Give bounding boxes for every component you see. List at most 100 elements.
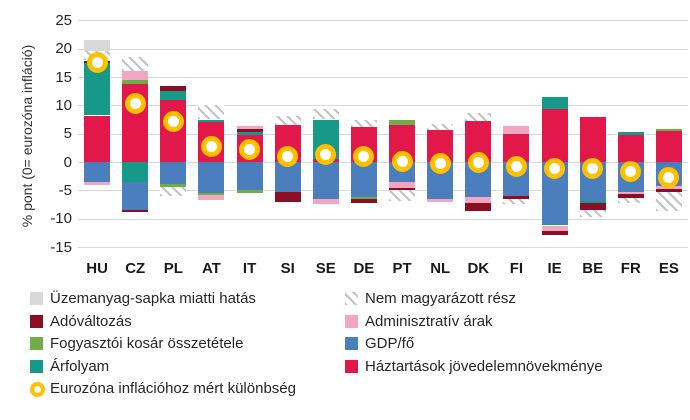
gridline-10 <box>78 105 688 107</box>
bar-segment-ES-unexplained <box>655 192 682 211</box>
bar-segment-HU-gdp <box>84 162 111 183</box>
gridline-0 <box>78 162 688 163</box>
y-tick-label-10: 10 <box>55 96 72 114</box>
diff-marker-FR <box>620 160 642 182</box>
bar-segment-BE-income <box>579 116 606 162</box>
diff-marker-IT <box>239 139 261 160</box>
bar-segment-FR-income <box>617 134 644 162</box>
legend-label-income: Háztartások jövedelemnövekménye <box>365 357 603 375</box>
gridline-20 <box>78 48 688 50</box>
gridline-5 <box>78 133 688 135</box>
bar-segment-PT-admin <box>389 182 416 189</box>
country-label-SI: SI <box>280 260 295 277</box>
bar-segment-DK-admin <box>465 197 492 204</box>
y-tick-label-0: 0 <box>63 153 72 171</box>
y-tick-label-5: 5 <box>63 125 72 143</box>
bar-segment-PT-tax <box>389 188 416 190</box>
bar-segment-SI-gdp <box>274 162 301 192</box>
bar-segment-IT-admin <box>236 126 263 130</box>
y-tick-label-20: 20 <box>55 40 72 58</box>
diff-marker-SI <box>277 145 299 167</box>
diff-marker-NL <box>429 152 451 174</box>
bar-segment-HU-fuel_cap <box>84 39 111 52</box>
country-label-CZ: CZ <box>125 260 146 277</box>
diff-marker-AT <box>200 135 222 157</box>
country-label-PL: PL <box>163 260 183 277</box>
bar-segment-AT-admin <box>198 194 225 200</box>
bar-segment-IT-fx <box>236 131 263 135</box>
bar-segment-FR-fx <box>617 131 644 135</box>
bar-segment-ES-income <box>655 131 682 162</box>
bar-segment-DE-tax <box>350 198 377 203</box>
bar-segment-IE-fx <box>541 223 568 226</box>
bar-segment-CZ-gdp <box>122 182 149 210</box>
country-label-DK: DK <box>467 260 490 277</box>
bar-segment-BE-unexplained <box>579 210 606 217</box>
legend-label-gdp: GDP/fő <box>365 335 415 352</box>
bar-segment-CZ-admin <box>122 70 149 80</box>
bar-segment-FI-unexplained <box>503 198 530 204</box>
ring-marker-icon <box>30 382 45 397</box>
bar-segment-IT-basket <box>236 190 263 193</box>
bar-segment-CZ-fx <box>122 162 149 183</box>
diff-marker-ES <box>658 167 680 189</box>
country-label-FR: FR <box>620 260 641 277</box>
diff-marker-DK <box>467 151 489 173</box>
bar-segment-FR-tax <box>617 194 644 198</box>
bar-segment-DE-gdp <box>350 162 377 198</box>
bar-segment-CZ-basket <box>122 79 149 84</box>
bar-segment-PL-basket <box>160 184 187 187</box>
y-tick-label-25: 25 <box>55 11 72 29</box>
country-label-FI: FI <box>509 260 524 277</box>
country-label-ES: ES <box>658 260 679 277</box>
legend-label-unexplained: Nem magyarázott rész <box>365 290 516 307</box>
bar-segment-DE-unexplained <box>350 119 377 128</box>
bar-segment-HU-admin <box>84 182 111 186</box>
bar-segment-IE-admin <box>541 225 568 231</box>
country-label-DE: DE <box>353 260 375 277</box>
legend-swatch-fx <box>30 359 43 373</box>
country-label-NL: NL <box>430 260 451 277</box>
bar-segment-BE-fx <box>579 201 606 203</box>
bar-segment-ES-basket <box>655 128 682 132</box>
bar-segment-FR-unexplained <box>617 197 644 204</box>
country-label-AT: AT <box>201 260 221 277</box>
bar-segment-IE-tax <box>541 230 568 235</box>
legend-swatch-unexplained <box>345 292 358 305</box>
diff-marker-SE <box>315 144 337 166</box>
bar-segment-PL-gdp <box>160 162 187 185</box>
country-label-PT: PT <box>392 260 412 277</box>
diff-marker-FI <box>505 156 527 177</box>
bar-segment-IE-income <box>541 109 568 162</box>
legend-swatch-gdp <box>345 337 358 350</box>
bar-segment-IT-tax <box>236 129 263 132</box>
country-label-IE: IE <box>547 260 562 277</box>
legend-swatch-admin <box>345 314 358 328</box>
gridline--10 <box>78 218 688 220</box>
bar-segment-PL-fx <box>160 90 187 101</box>
legend-swatch-tax <box>30 314 43 328</box>
legend-label-fx: Árfolyam <box>50 357 110 375</box>
legend-swatch-basket <box>30 337 43 350</box>
country-label-BE: BE <box>582 260 604 277</box>
diff-marker-HU <box>86 51 108 73</box>
bar-segment-FR-admin <box>617 192 644 195</box>
bar-segment-SE-gdp <box>312 162 339 200</box>
bar-segment-SI-tax <box>274 191 301 202</box>
bar-segment-FI-tax <box>503 196 530 199</box>
bar-segment-PL-tax <box>160 86 187 91</box>
legend-swatch-fuel_cap <box>30 292 43 305</box>
legend-label-fuel_cap: Üzemanyag-sapka miatti hatás <box>50 290 256 307</box>
bar-segment-CZ-unexplained <box>122 56 149 71</box>
bar-segment-SI-unexplained <box>274 115 301 125</box>
legend-swatch-income <box>345 359 358 373</box>
bar-segment-PT-unexplained <box>389 189 416 202</box>
diff-marker-PT <box>391 150 413 172</box>
bar-segment-DK-unexplained <box>465 113 492 122</box>
bar-segment-IT-gdp <box>236 162 263 191</box>
diff-marker-PL <box>162 110 184 132</box>
bar-segment-DE-basket <box>350 197 377 199</box>
gridline-25 <box>78 20 688 22</box>
legend-label-tax: Adóváltozás <box>50 312 132 330</box>
